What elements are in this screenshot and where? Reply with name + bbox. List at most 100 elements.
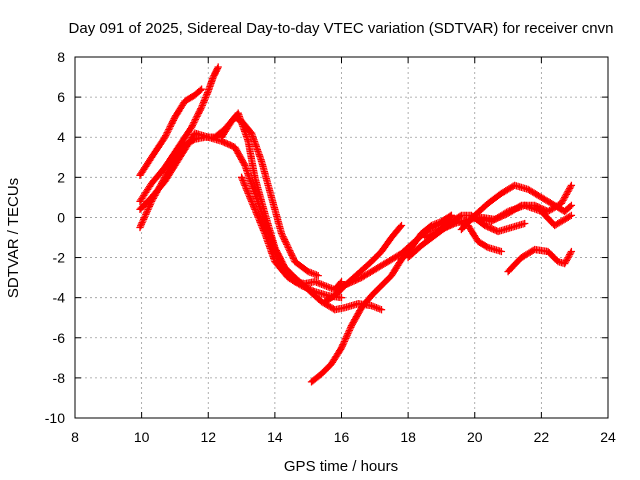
data-point bbox=[453, 222, 456, 225]
data-point bbox=[253, 176, 256, 179]
data-point bbox=[273, 260, 276, 263]
data-point bbox=[380, 308, 383, 311]
data-point bbox=[547, 210, 550, 213]
series-markers bbox=[331, 211, 456, 294]
data-point bbox=[150, 196, 153, 199]
x-axis-title: GPS time / hours bbox=[284, 458, 398, 475]
data-point bbox=[390, 236, 393, 239]
data-point bbox=[373, 268, 376, 271]
data-point bbox=[253, 192, 256, 195]
data-point bbox=[193, 94, 196, 97]
data-point bbox=[138, 226, 141, 229]
data-point bbox=[163, 136, 166, 139]
data-point bbox=[320, 372, 323, 375]
data-point bbox=[440, 228, 443, 231]
data-point bbox=[263, 232, 266, 235]
data-point bbox=[547, 250, 550, 253]
data-point bbox=[250, 132, 253, 135]
data-point bbox=[150, 156, 153, 159]
data-point bbox=[560, 202, 563, 205]
data-point bbox=[287, 276, 290, 279]
data-point bbox=[177, 146, 180, 149]
y-tick-label: 8 bbox=[57, 49, 65, 65]
data-point bbox=[407, 256, 410, 259]
data-point bbox=[300, 284, 303, 287]
x-tick-label: 16 bbox=[334, 429, 350, 445]
data-point bbox=[307, 270, 310, 273]
data-point bbox=[450, 214, 453, 217]
data-point bbox=[193, 132, 196, 135]
series-track-14 bbox=[471, 201, 576, 230]
data-point bbox=[190, 126, 193, 129]
data-point bbox=[183, 148, 186, 151]
data-point bbox=[437, 230, 440, 233]
data-point bbox=[513, 184, 516, 187]
data-point bbox=[280, 232, 283, 235]
y-tick-label: -10 bbox=[45, 410, 65, 426]
data-point bbox=[460, 214, 463, 217]
data-point bbox=[400, 252, 403, 255]
data-point bbox=[323, 284, 326, 287]
data-point bbox=[260, 160, 263, 163]
data-point bbox=[487, 246, 490, 249]
data-point bbox=[460, 228, 463, 231]
y-tick-label: 0 bbox=[57, 209, 65, 225]
data-point bbox=[233, 146, 236, 149]
y-tick-label: -6 bbox=[53, 330, 66, 346]
data-point bbox=[523, 222, 526, 225]
data-point bbox=[333, 294, 336, 297]
data-point bbox=[360, 306, 363, 309]
data-point bbox=[150, 182, 153, 185]
data-point bbox=[263, 212, 266, 215]
data-point bbox=[570, 250, 573, 253]
data-point bbox=[207, 136, 210, 139]
y-axis-title: SDTVAR / TECUs bbox=[5, 178, 22, 298]
data-point bbox=[557, 260, 560, 263]
data-point bbox=[230, 120, 233, 123]
data-point bbox=[350, 324, 353, 327]
data-point bbox=[523, 204, 526, 207]
data-point bbox=[340, 296, 343, 299]
data-point bbox=[423, 236, 426, 239]
data-point bbox=[243, 164, 246, 167]
x-tick-label: 10 bbox=[134, 429, 150, 445]
y-tick-label: -2 bbox=[53, 250, 66, 266]
data-point bbox=[333, 288, 336, 291]
data-point bbox=[237, 112, 240, 115]
data-point bbox=[313, 290, 316, 293]
data-point bbox=[323, 300, 326, 303]
data-point bbox=[357, 272, 360, 275]
data-point bbox=[483, 224, 486, 227]
x-tick-label: 12 bbox=[200, 429, 216, 445]
data-series-group bbox=[136, 63, 576, 386]
data-point bbox=[340, 346, 343, 349]
data-point bbox=[138, 174, 141, 177]
data-point bbox=[510, 226, 513, 229]
y-tick-label: 6 bbox=[57, 89, 65, 105]
data-point bbox=[570, 184, 573, 187]
data-point bbox=[240, 176, 243, 179]
series-track-5 bbox=[217, 109, 386, 314]
data-point bbox=[173, 116, 176, 119]
data-point bbox=[507, 210, 510, 213]
data-point bbox=[360, 276, 363, 279]
x-tick-label: 22 bbox=[534, 429, 550, 445]
data-point bbox=[370, 294, 373, 297]
data-point bbox=[163, 166, 166, 169]
data-point bbox=[380, 250, 383, 253]
series-track-9 bbox=[331, 211, 456, 294]
data-point bbox=[173, 156, 176, 159]
data-point bbox=[487, 202, 490, 205]
data-point bbox=[270, 196, 273, 199]
data-point bbox=[380, 284, 383, 287]
data-point bbox=[413, 240, 416, 243]
data-point bbox=[347, 282, 350, 285]
data-point bbox=[317, 274, 320, 277]
data-point bbox=[440, 222, 443, 225]
data-point bbox=[527, 188, 530, 191]
data-point bbox=[217, 66, 220, 69]
chart-title: Day 091 of 2025, Sidereal Day-to-day VTE… bbox=[69, 20, 614, 37]
data-point bbox=[138, 208, 141, 211]
